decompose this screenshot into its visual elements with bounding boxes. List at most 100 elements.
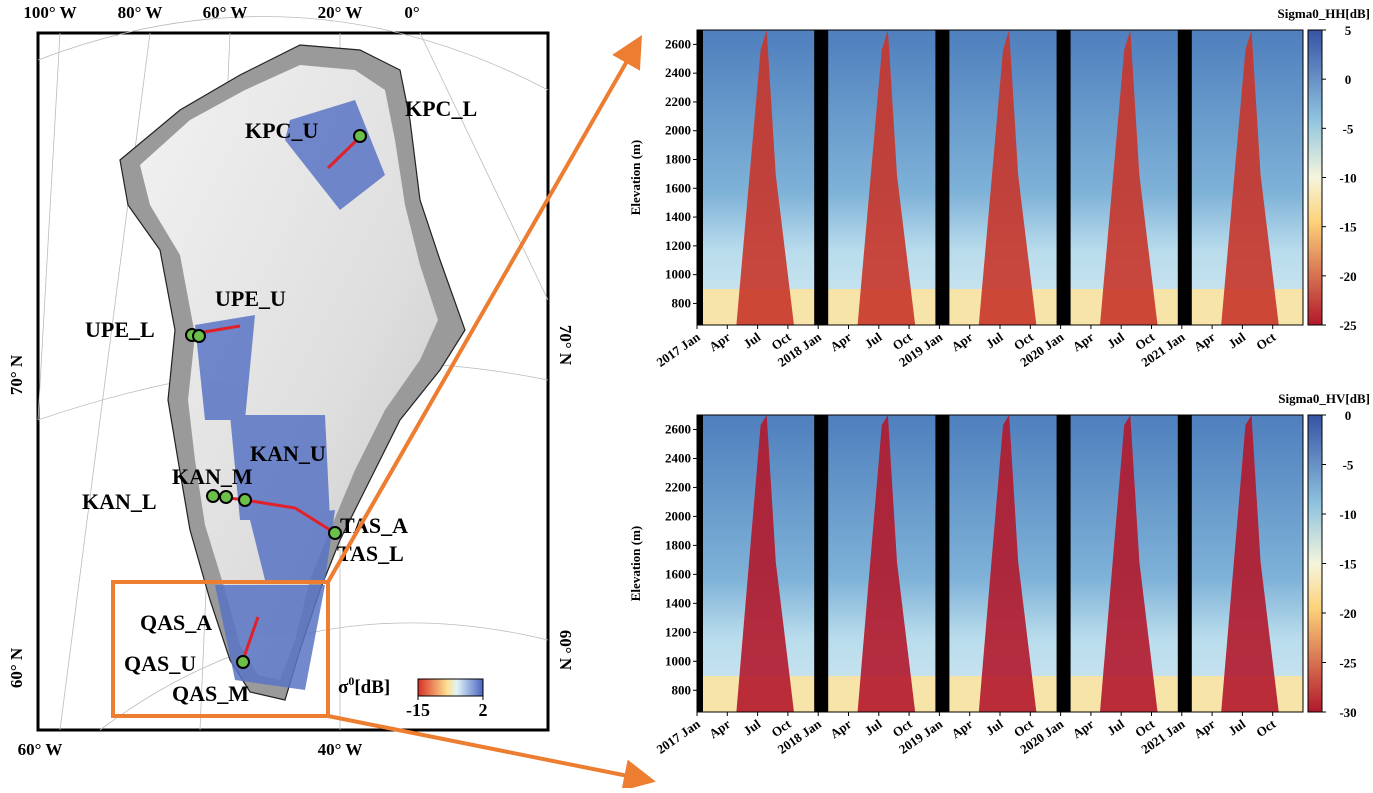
data-gap <box>697 30 703 325</box>
data-gap <box>1177 415 1192 712</box>
heatmap-panel: 800 1000 1200 1400 1600 1800 2000 2200 2400 2600 2… <box>628 6 1370 370</box>
site-label: QAS_A <box>140 610 212 635</box>
y-axis-label: Elevation (m) <box>628 526 643 601</box>
colorbar-tick-label: -20 <box>1339 269 1356 284</box>
y-tick-label: 2400 <box>665 65 691 80</box>
lat-label: 70° N <box>7 354 26 395</box>
site-label: UPE_U <box>215 286 286 311</box>
x-tick-label: Jul <box>1104 329 1127 351</box>
colorbar-tick-label: -25 <box>1339 318 1357 333</box>
sites-markers <box>185 129 367 669</box>
site-label: TAS_L <box>337 541 404 566</box>
x-tick-label: Jul <box>983 716 1006 738</box>
arrow <box>327 714 656 791</box>
colorbar-tick-label: -15 <box>1339 557 1357 572</box>
y-axis-label: Elevation (m) <box>628 140 643 215</box>
data-gap <box>814 30 829 325</box>
x-tick-label: Jul <box>741 329 764 351</box>
lon-label: 60° W <box>18 740 63 759</box>
x-tick-label: Apr <box>706 716 733 741</box>
x-tick-label: Apr <box>948 716 975 741</box>
melt-pattern <box>978 415 1037 712</box>
melt-pattern <box>1099 30 1158 325</box>
colorbar-tick-label: 0 <box>1345 72 1352 87</box>
y-tick-label: 2400 <box>665 450 691 465</box>
y-tick-label: 1000 <box>665 653 691 668</box>
melt-pattern <box>736 415 794 712</box>
data-gap <box>935 415 950 712</box>
x-tick-label: Jul <box>1104 716 1127 738</box>
map-colorbar <box>417 678 484 697</box>
arrow <box>326 35 642 583</box>
colorbar-tick-label: 2 <box>479 700 488 720</box>
melt-pattern <box>857 30 916 325</box>
lat-label: 70° N <box>556 325 575 366</box>
x-tick-label: Jul <box>1225 329 1248 351</box>
x-tick-label: Jul <box>862 716 885 738</box>
y-tick-label: 1600 <box>665 180 691 195</box>
melt-pattern <box>978 30 1037 325</box>
data-gap <box>935 30 950 325</box>
x-tick-label: Apr <box>1191 716 1218 741</box>
site-label: KAN_L <box>82 489 157 514</box>
colorbar-tick-label: 5 <box>1345 23 1352 38</box>
map-colorbar-title: σ0[dB] <box>338 674 390 698</box>
y-tick-label: 1400 <box>665 209 691 224</box>
site-label: UPE_L <box>85 317 155 342</box>
y-tick-label: 2200 <box>665 479 691 494</box>
lon-label: 20° W <box>318 3 363 22</box>
x-tick-label: Apr <box>827 329 854 354</box>
melt-pattern <box>1221 415 1279 712</box>
zoom-box <box>111 580 330 718</box>
x-tick-label: Jul <box>983 329 1006 351</box>
colorbar-tick-label: -15 <box>1339 220 1357 235</box>
y-tick-label: 800 <box>672 682 692 697</box>
ice-sheet <box>140 65 438 680</box>
x-tick-label: Oct <box>1253 329 1279 353</box>
lat-label: 60° N <box>7 647 26 688</box>
x-tick-label: Apr <box>1070 329 1097 354</box>
colorbar-tick-label: -20 <box>1339 606 1356 621</box>
lat-label: 60° N <box>556 630 575 671</box>
y-tick-label: 2600 <box>665 36 691 51</box>
lon-label: 80° W <box>118 3 163 22</box>
melt-pattern <box>1221 30 1279 325</box>
y-tick-label: 1400 <box>665 595 691 610</box>
data-gap <box>814 415 829 712</box>
colorbar <box>1307 29 1323 326</box>
colorbar-tick-label: -5 <box>1343 458 1354 473</box>
sar-swaths <box>195 100 385 690</box>
lon-label: 100° W <box>23 3 76 22</box>
y-tick-label: 1200 <box>665 238 691 253</box>
y-tick-label: 1000 <box>665 267 691 282</box>
site-label: KAN_M <box>172 464 253 489</box>
y-tick-label: 1800 <box>665 537 691 552</box>
colorbar-title: Sigma0_HH[dB] <box>1278 6 1370 21</box>
colorbar-tick-label: -15 <box>406 700 430 720</box>
x-tick-label: 2017 Jan <box>654 329 704 370</box>
y-tick-label: 2600 <box>665 421 691 436</box>
melt-pattern <box>1099 415 1158 712</box>
colorbar-tick-label: -10 <box>1339 171 1356 186</box>
site-label: TAS_A <box>340 513 408 538</box>
site-label: KPC_U <box>245 118 318 143</box>
x-tick-label: Apr <box>827 716 854 741</box>
lon-label: 0° <box>404 3 419 22</box>
y-tick-label: 2200 <box>665 94 691 109</box>
colorbar-tick-label: -30 <box>1339 705 1356 720</box>
y-tick-label: 2000 <box>665 508 691 523</box>
x-tick-label: 2017 Jan <box>654 716 704 757</box>
melt-pattern <box>736 30 794 325</box>
y-tick-label: 1200 <box>665 624 691 639</box>
x-tick-label: Jul <box>1225 716 1248 738</box>
x-tick-label: Oct <box>1253 716 1279 740</box>
y-tick-label: 2000 <box>665 123 691 138</box>
colorbar-title: Sigma0_HV[dB] <box>1278 391 1370 406</box>
colorbar-tick-label: -25 <box>1339 656 1357 671</box>
colorbar-tick-label: -10 <box>1339 507 1356 522</box>
data-gap <box>1056 415 1071 712</box>
y-tick-label: 1800 <box>665 152 691 167</box>
y-tick-label: 1600 <box>665 566 691 581</box>
site-label: QAS_M <box>172 681 249 706</box>
